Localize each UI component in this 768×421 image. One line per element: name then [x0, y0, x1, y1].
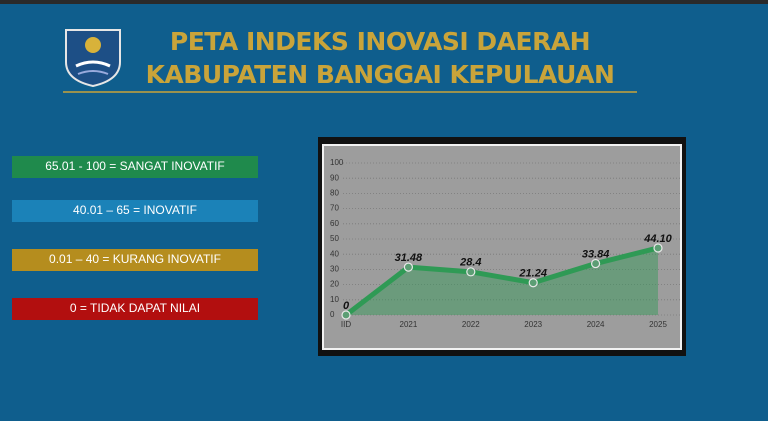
- value-label: 33.84: [582, 248, 610, 260]
- legend-box: [12, 298, 258, 320]
- y-tick-label: 40: [330, 249, 339, 258]
- point: [528, 278, 538, 288]
- area: [346, 247, 658, 315]
- x-tick-label: 2025: [649, 320, 667, 329]
- x-tick-label: IID: [341, 320, 351, 329]
- legend-box: [12, 200, 258, 222]
- x-tick-label: 2022: [462, 320, 480, 329]
- y-tick-label: 100: [330, 158, 344, 167]
- point: [341, 310, 351, 320]
- value-label: 28.4: [459, 257, 481, 269]
- legend-text: 0 = TIDAK DAPAT NILAI: [70, 301, 200, 315]
- title-line-1: PETA INDEKS INOVASI DAERAH: [170, 27, 590, 56]
- x-tick-label: 2021: [400, 320, 418, 329]
- y-tick-label: 10: [330, 295, 339, 304]
- value-label: 31.48: [395, 252, 423, 264]
- legend-box: [12, 249, 258, 271]
- y-tick-label: 70: [330, 204, 339, 213]
- legend-text: 65.01 - 100 = SANGAT INOVATIF: [45, 159, 225, 173]
- y-tick-label: 60: [330, 219, 339, 228]
- value-label: 21.24: [518, 268, 547, 280]
- line: [344, 245, 659, 317]
- point: [466, 267, 476, 277]
- title-line-2: KABUPATEN BANGGAI KEPULAUAN: [146, 60, 615, 89]
- value-label: 0: [343, 300, 350, 312]
- legend-box: [12, 156, 258, 178]
- value-label: 44.10: [643, 233, 672, 245]
- y-tick-label: 30: [330, 265, 339, 274]
- chart-background: [322, 144, 682, 350]
- y-tick-label: 0: [330, 310, 335, 319]
- legend-text: 40.01 – 65 = INOVATIF: [73, 203, 197, 217]
- point: [403, 262, 413, 272]
- logo: [65, 29, 121, 88]
- x-tick-label: 2024: [587, 320, 605, 329]
- y-tick-label: 80: [330, 189, 339, 198]
- x-tick-label: 2023: [524, 320, 542, 329]
- y-tick-label: 90: [330, 173, 339, 182]
- plot: 0 10 20 30 40 50 60 70 80 90 100 IID 2021 2022 2023 202…: [330, 158, 680, 329]
- point: [653, 243, 663, 253]
- y-tick-label: 20: [330, 280, 339, 289]
- y-tick-label: 50: [330, 234, 339, 243]
- point: [590, 258, 601, 269]
- top-bar: [0, 0, 768, 4]
- legend-text: 0.01 – 40 = KURANG INOVATIF: [49, 252, 221, 266]
